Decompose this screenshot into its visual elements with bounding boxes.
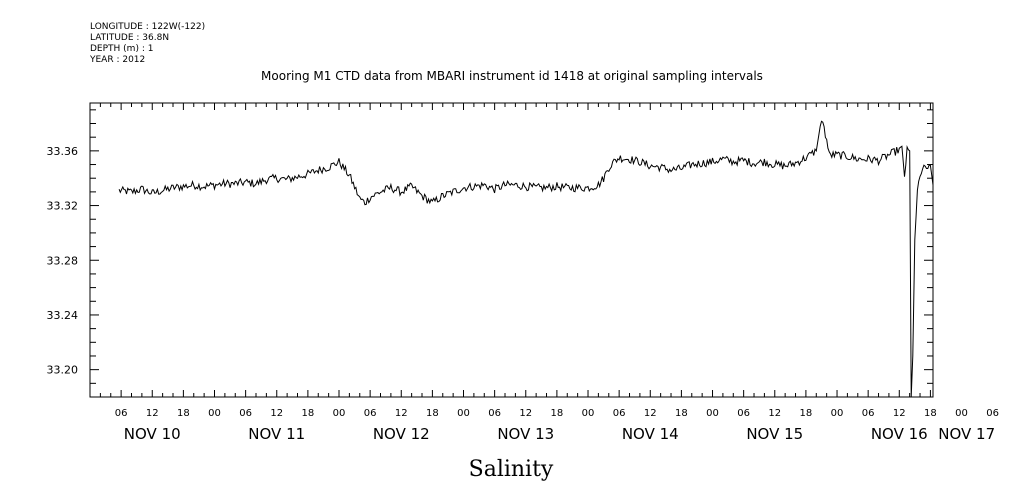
hour-tick-label: 06: [613, 408, 626, 419]
hour-tick-label: 00: [208, 408, 221, 419]
hour-tick-label: 12: [644, 408, 657, 419]
hour-tick-label: 12: [768, 408, 781, 419]
latitude-label: LATITUDE : 36.8N: [90, 33, 170, 43]
y-tick-label: 33.36: [47, 145, 79, 158]
day-tick-label: NOV 15: [746, 425, 803, 443]
hour-tick-label: 18: [800, 408, 813, 419]
day-tick-label: NOV 13: [497, 425, 554, 443]
day-tick-label: NOV 12: [373, 425, 430, 443]
hour-tick-label: 18: [302, 408, 315, 419]
axis-ticks: [89, 103, 933, 397]
hour-tick-label: 00: [333, 408, 346, 419]
hour-tick-label: 18: [924, 408, 937, 419]
y-tick-label: 33.28: [47, 254, 79, 267]
depth-label: DEPTH (m) : 1: [90, 44, 154, 54]
chart-title: Mooring M1 CTD data from MBARI instrumen…: [261, 69, 763, 83]
hour-tick-label: 12: [893, 408, 906, 419]
salinity-series-line: [118, 120, 934, 398]
hour-tick-label: 12: [519, 408, 532, 419]
hour-tick-label: 18: [426, 408, 439, 419]
hour-tick-label: 06: [239, 408, 252, 419]
hour-tick-label: 06: [862, 408, 875, 419]
hour-tick-label: 06: [986, 408, 999, 419]
hour-tick-label: 18: [177, 408, 190, 419]
day-tick-label: NOV 11: [248, 425, 305, 443]
y-tick-label: 33.20: [47, 364, 79, 377]
longitude-label: LONGITUDE : 122W(-122): [90, 22, 206, 32]
year-label: YEAR : 2012: [90, 55, 146, 65]
hour-tick-label: 06: [364, 408, 377, 419]
day-tick-label: NOV 10: [124, 425, 181, 443]
hour-tick-label: 00: [706, 408, 719, 419]
hour-tick-labels: 06 12 18 00 06 12 18 00 06 12 18 00 06 12 18 00 06 12 18 00…: [115, 408, 999, 419]
y-axis-label: Salinity: [469, 457, 554, 482]
hour-tick-label: 12: [270, 408, 283, 419]
hour-tick-label: 18: [551, 408, 564, 419]
hour-tick-label: 00: [831, 408, 844, 419]
hour-tick-label: 12: [146, 408, 159, 419]
day-tick-labels: NOV 10 NOV 11 NOV 12 NOV 13 NOV 14 NOV 15 NOV …: [124, 425, 995, 443]
hour-tick-label: 12: [395, 408, 408, 419]
y-tick-label: 33.24: [47, 309, 79, 322]
y-tick-labels: 33.20 33.24 33.28 33.32 33.36: [47, 145, 79, 377]
hour-tick-label: 00: [457, 408, 470, 419]
hour-tick-label: 06: [488, 408, 501, 419]
chart-metadata: LONGITUDE : 122W(-122) LATITUDE : 36.8N …: [90, 22, 205, 66]
day-tick-label: NOV 17: [938, 425, 995, 443]
hour-tick-label: 00: [955, 408, 968, 419]
hour-tick-label: 00: [582, 408, 595, 419]
hour-tick-label: 18: [675, 408, 688, 419]
hour-tick-label: 06: [737, 408, 750, 419]
hour-tick-label: 06: [115, 408, 128, 419]
y-tick-label: 33.32: [47, 200, 79, 213]
day-tick-label: NOV 14: [622, 425, 679, 443]
plot-frame: [89, 102, 934, 398]
day-tick-label: NOV 16: [871, 425, 928, 443]
